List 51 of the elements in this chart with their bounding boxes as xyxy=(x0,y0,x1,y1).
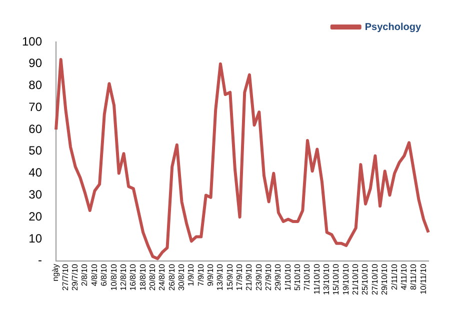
x-tick-label: ngày xyxy=(51,264,60,282)
x-tick-label: 6/8/10 xyxy=(100,263,109,286)
x-tick-label: 30/8/10 xyxy=(176,263,186,291)
y-tick-label: 100 xyxy=(22,34,42,48)
x-tick-label: 25/10/10 xyxy=(360,263,370,295)
x-tick-label: 1/10/10 xyxy=(283,263,292,291)
x-tick-label: 4/8/10 xyxy=(90,263,99,286)
x-tick-label: 20/8/10 xyxy=(148,263,157,291)
x-tick-label: 29/10/10 xyxy=(380,263,390,295)
x-tick-label: 4/11/10 xyxy=(399,263,408,290)
x-tick-label: 9/9/10 xyxy=(206,263,215,286)
x-tick-label: 27/9/10 xyxy=(264,263,274,291)
x-tick-label: 18/8/10 xyxy=(138,263,148,291)
x-tick-label: 11/10/10 xyxy=(312,263,322,294)
x-tick-label: 23/9/10 xyxy=(254,263,264,291)
x-tick-label: 27/7/10 xyxy=(60,263,70,291)
x-tick-label: 21/10/10 xyxy=(351,263,360,295)
x-tick-label: 7/10/10 xyxy=(302,263,312,291)
x-tick-label: 13/9/10 xyxy=(216,263,225,291)
y-tick-label: - xyxy=(38,253,42,268)
x-tick-label: 8/11/10 xyxy=(409,263,418,290)
x-tick-label: 12/8/10 xyxy=(118,263,128,291)
y-tick-label: 90 xyxy=(28,56,42,70)
x-tick-label: 10/8/10 xyxy=(109,263,118,291)
y-tick-label: 60 xyxy=(28,122,42,136)
y-tick-label: 70 xyxy=(28,100,42,114)
y-tick-label: 80 xyxy=(28,78,42,92)
x-tick-label: 17/9/10 xyxy=(234,263,244,291)
y-tick-label: 20 xyxy=(28,209,42,224)
x-tick-label: 24/8/10 xyxy=(158,263,167,291)
x-tick-label: 29/7/10 xyxy=(70,263,80,291)
legend-label: Psychology xyxy=(364,22,422,33)
x-tick-label: 10/11/10 xyxy=(418,263,428,294)
x-tick-label: 15/10/10 xyxy=(332,263,341,295)
x-tick-label: 13/10/10 xyxy=(322,263,332,295)
x-tick-label: 2/11/10 xyxy=(390,263,399,290)
x-tick-label: 29/9/10 xyxy=(274,263,283,291)
x-tick-label: 16/8/10 xyxy=(128,263,138,291)
x-tick-label: 15/9/10 xyxy=(225,263,234,291)
y-tick-label: 50 xyxy=(28,144,42,158)
y-tick-label: 30 xyxy=(28,188,42,202)
x-tick-label: 26/8/10 xyxy=(167,263,176,291)
x-tick-label: 19/10/10 xyxy=(341,263,350,295)
x-tick-label: 1/9/10 xyxy=(186,263,196,286)
x-tick-label: 2/8/10 xyxy=(80,263,90,286)
x-tick-label: 7/9/10 xyxy=(196,263,206,286)
y-tick-label: 10 xyxy=(28,231,42,246)
x-tick-label: 21/9/10 xyxy=(244,263,254,291)
y-tick-label: 40 xyxy=(28,166,42,180)
x-tick-label: 5/10/10 xyxy=(293,263,302,291)
x-tick-label: 27/10/10 xyxy=(370,263,380,295)
